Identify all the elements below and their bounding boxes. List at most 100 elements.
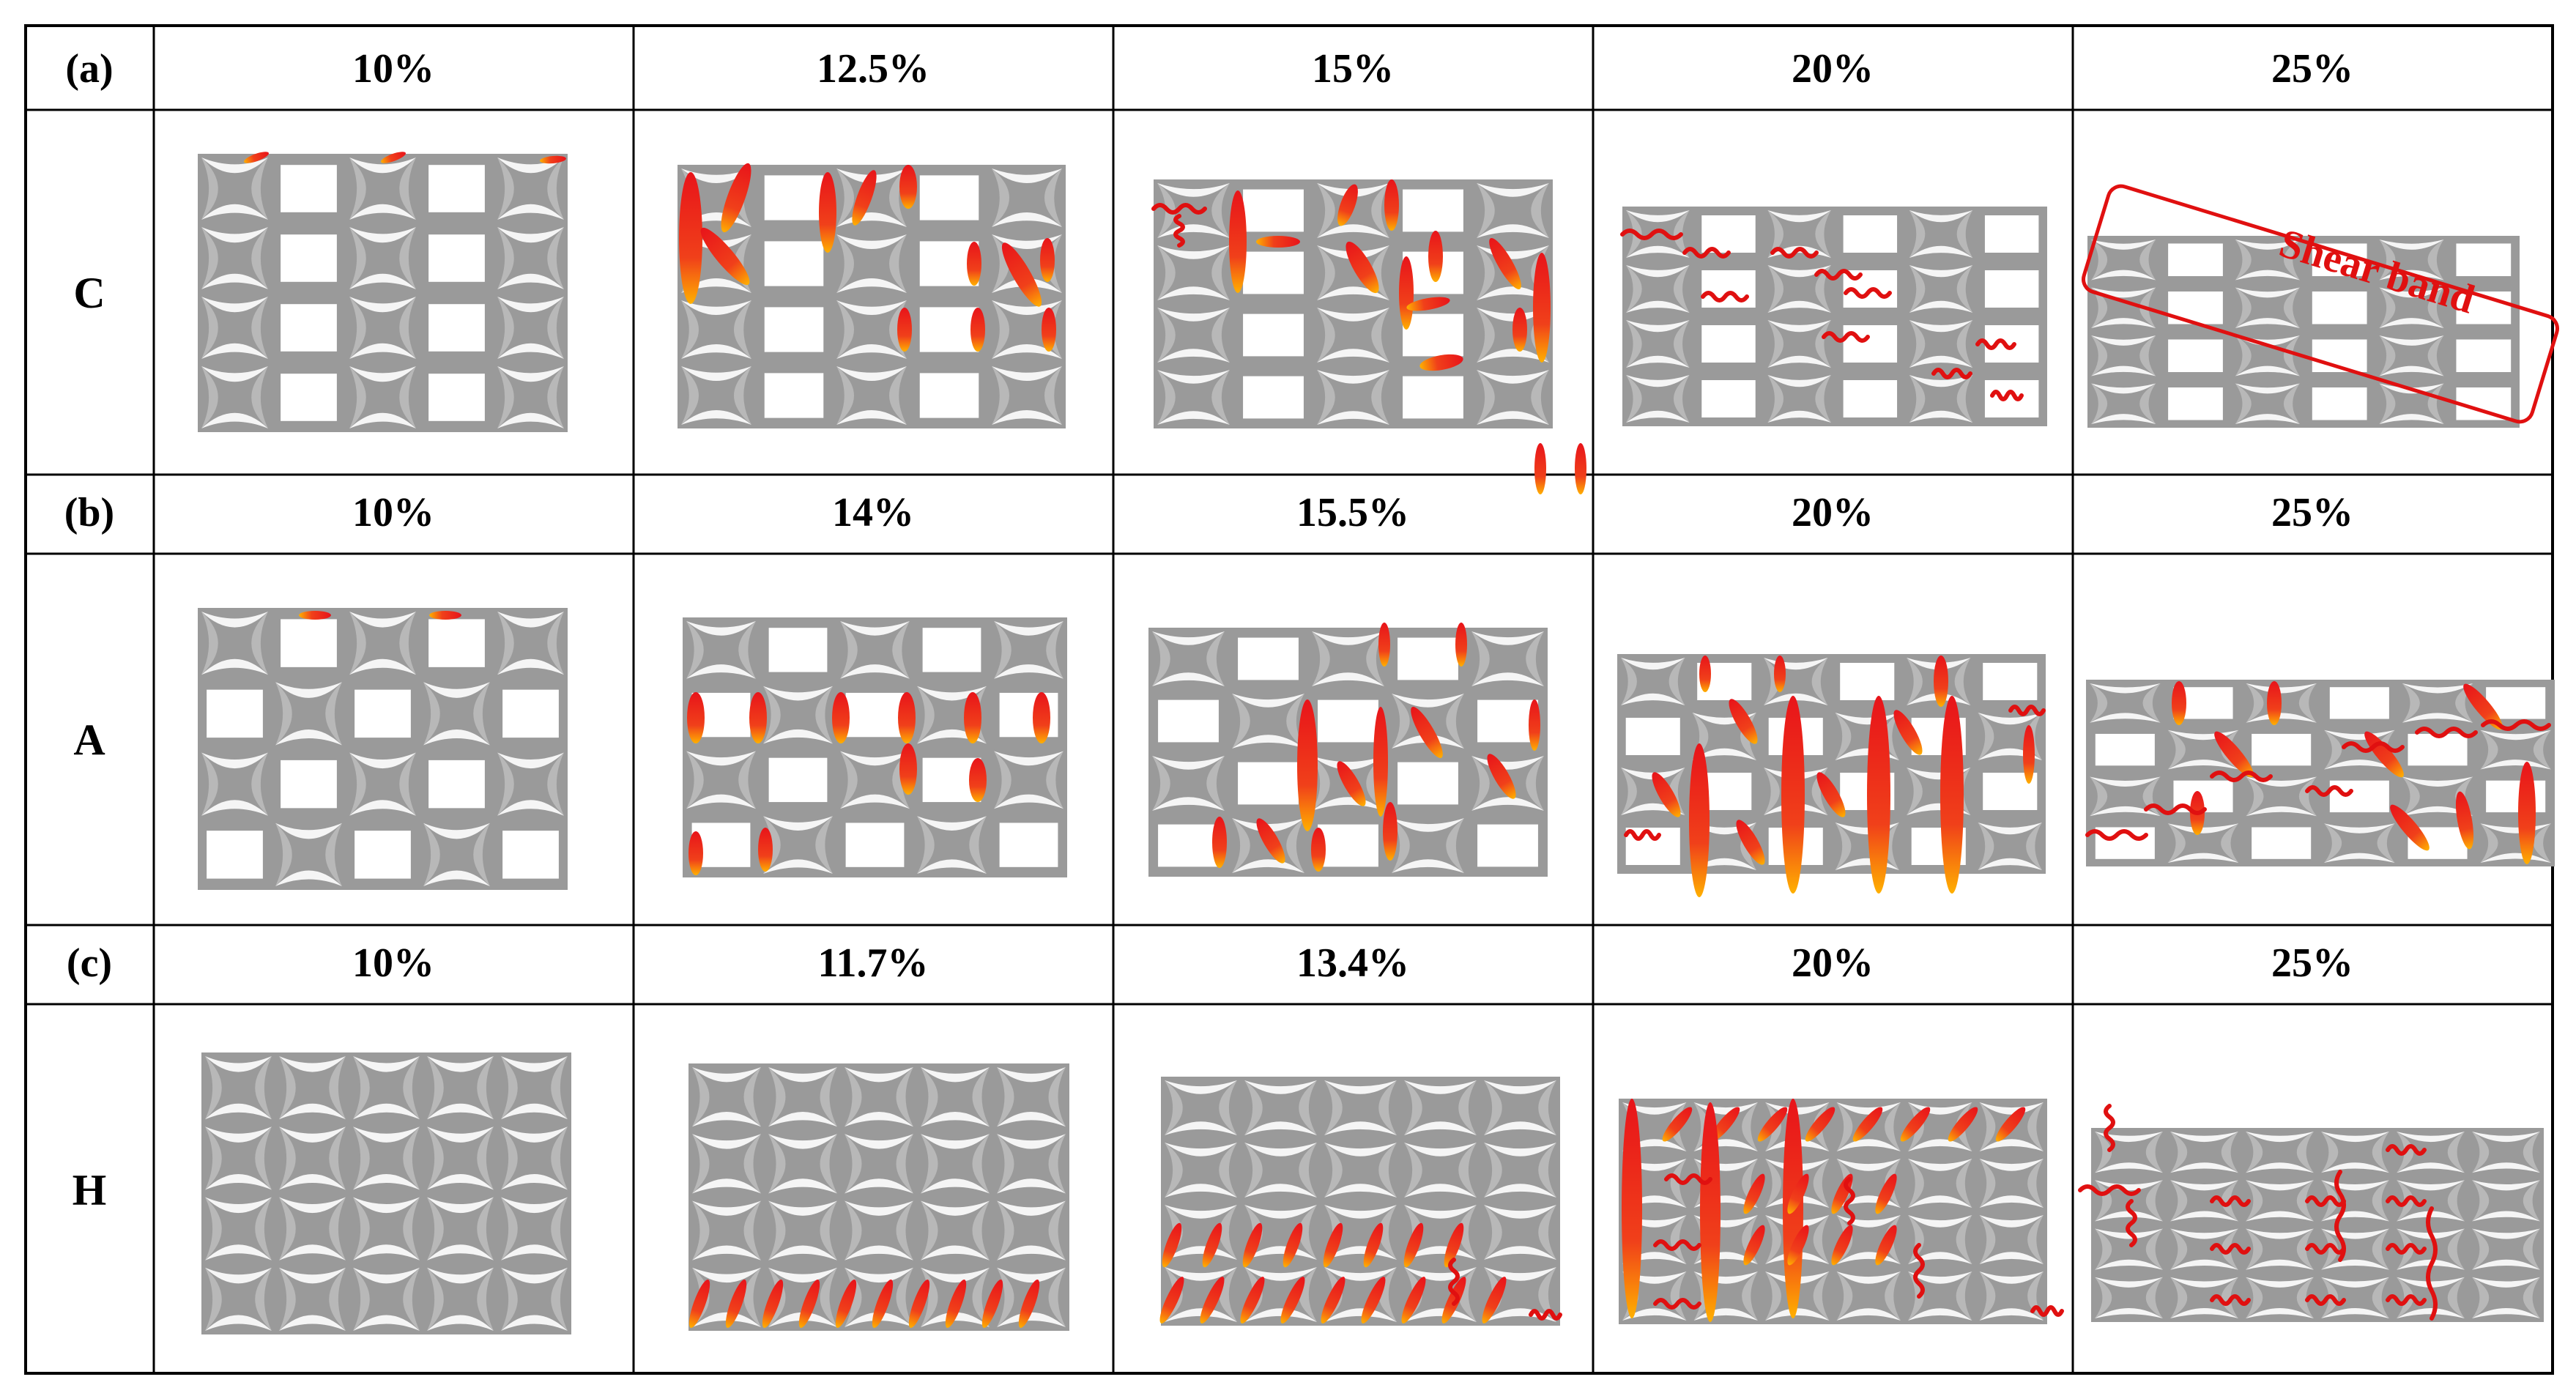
cell-eye [1471, 631, 1544, 645]
cell-eye [921, 1067, 990, 1083]
cell-eye [2235, 383, 2252, 424]
cell-eye [692, 1067, 761, 1083]
cell-eye [994, 751, 1012, 809]
cell-eye [1244, 1308, 1317, 1322]
cell-eye [994, 621, 1064, 636]
cell-eye [738, 751, 756, 809]
lattice-frame [2087, 236, 2520, 428]
cell-eye [2397, 1307, 2465, 1318]
deformation-band [540, 155, 566, 164]
cell-eye [2402, 683, 2473, 694]
cell-eye [349, 227, 416, 243]
deformation-band [1831, 1225, 1853, 1266]
cell-eye [279, 1267, 296, 1331]
cell-eye [2402, 713, 2473, 723]
cell-eye [353, 1126, 370, 1190]
cell-eye [1767, 300, 1831, 313]
cell-eye [2167, 823, 2239, 833]
cell-eye [2091, 335, 2156, 346]
lattice-h-25 [2091, 1128, 2544, 1322]
cell-eye [1909, 210, 1973, 223]
cell-hole [2456, 243, 2512, 277]
deformation-band [1729, 699, 1758, 744]
cell-eye [201, 752, 268, 769]
cell-eye [2246, 776, 2317, 787]
cell-eye [1674, 265, 1690, 313]
cell-eye [1909, 265, 1926, 313]
cell-hole [1477, 699, 1538, 743]
crack-line [2104, 1104, 2115, 1152]
deformation-band [2463, 683, 2503, 730]
cell-eye [2095, 1211, 2163, 1222]
deformation-band [725, 1279, 747, 1329]
cell-eye [1232, 818, 1250, 873]
cell-hole [845, 823, 905, 867]
cell-eye [2170, 1307, 2238, 1318]
cell-eye [836, 234, 907, 249]
deformation-band [1428, 231, 1443, 282]
cell-eye [2447, 1277, 2465, 1318]
lattice-h-13.4 [1161, 1077, 1560, 1326]
deformation-band [1774, 656, 1786, 692]
cell-eye [997, 1134, 1014, 1194]
cell-eye [686, 621, 756, 636]
cell-eye [692, 1067, 710, 1127]
deformation-band [1662, 1107, 1693, 1142]
deformation-band [380, 152, 407, 163]
cell-eye [477, 1056, 494, 1120]
cell-eye [994, 621, 1012, 679]
cell-eye [997, 1267, 1014, 1327]
cell-eye [353, 1197, 370, 1261]
cell-hole [1398, 637, 1458, 680]
cell-eye [349, 297, 416, 313]
cell-eye [840, 751, 910, 766]
cell-eye [275, 729, 342, 746]
cell-eye [501, 1197, 518, 1261]
cell-eye [1484, 1143, 1502, 1198]
cell-eye [1979, 1271, 2044, 1284]
cell-eye [692, 1200, 761, 1216]
cell-eye [2397, 1162, 2465, 1173]
cell-eye [1219, 1080, 1237, 1135]
cell-eye [2480, 729, 2498, 770]
cell-eye [1317, 370, 1389, 384]
cell-eye [2170, 1162, 2238, 1173]
cell-eye [994, 751, 1064, 766]
cell-eye [1979, 1252, 2044, 1264]
cell-eye [763, 686, 833, 701]
deformation-band [898, 692, 916, 743]
cell-eye [2091, 365, 2156, 376]
strain-label: 15% [1312, 46, 1394, 92]
cell-eye [201, 157, 218, 220]
cell-eye [497, 204, 564, 220]
cell-eye [403, 1126, 420, 1190]
cell-eye [743, 1134, 761, 1194]
deformation-band [945, 1279, 967, 1329]
cell-eye [427, 1173, 494, 1190]
cell-eye [1232, 735, 1304, 749]
cell-hole [768, 628, 828, 672]
cell-eye [1312, 756, 1384, 770]
cell-eye [768, 1200, 837, 1216]
cell-eye [763, 816, 833, 831]
cell-eye [2324, 853, 2395, 863]
cell-eye [201, 227, 268, 243]
cell-eye [1324, 1080, 1397, 1094]
cell-eye [1956, 1215, 1972, 1264]
cell-eye [1979, 1159, 1996, 1208]
cell-hole [922, 628, 981, 672]
cell-eye [325, 682, 342, 746]
cell-eye [686, 621, 704, 679]
cell-eye [2447, 1132, 2465, 1173]
cell-eye [1378, 1205, 1397, 1260]
cell-eye [1978, 823, 1994, 870]
cell-eye [2379, 365, 2444, 376]
deformation-band [429, 611, 461, 620]
cell-eye [2472, 1180, 2540, 1191]
cell-eye [423, 682, 440, 746]
cell-eye [1366, 631, 1384, 686]
cell-eye [2455, 683, 2473, 723]
cell-eye [1477, 183, 1549, 197]
cell-eye [815, 816, 833, 874]
cell-eye [353, 1103, 420, 1120]
